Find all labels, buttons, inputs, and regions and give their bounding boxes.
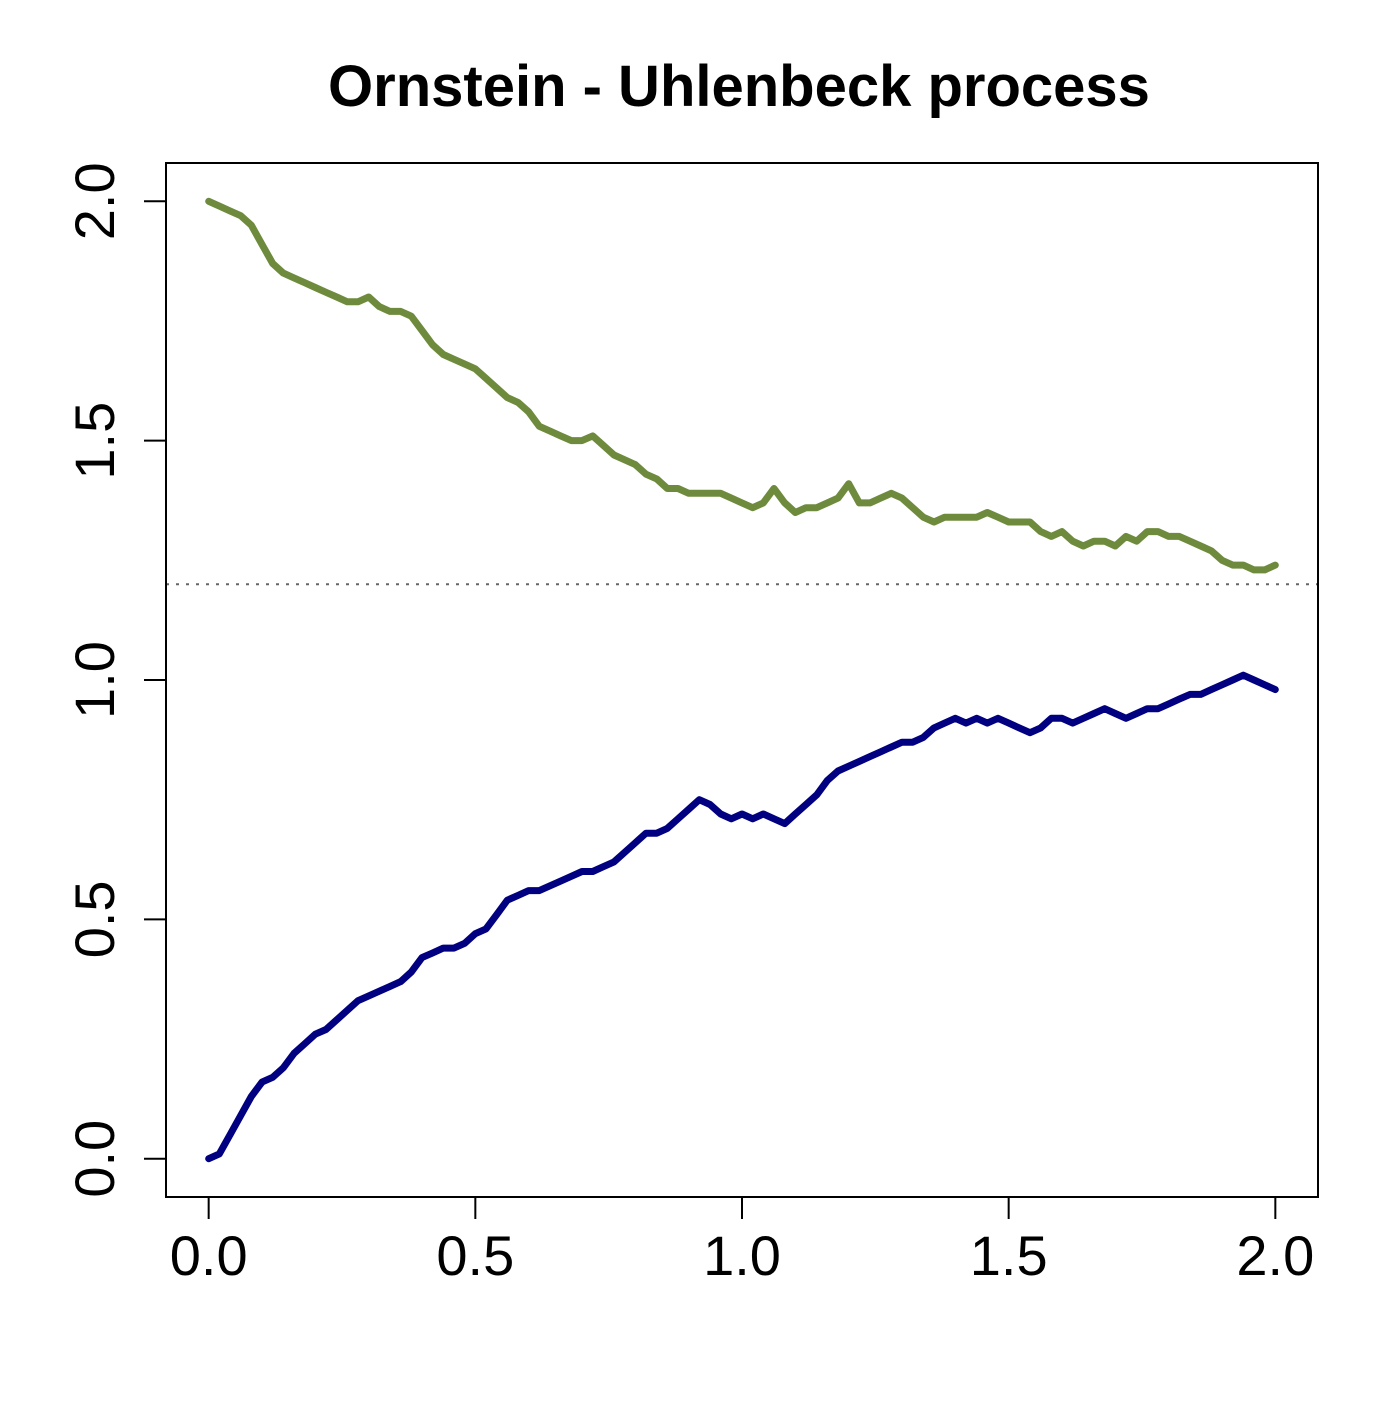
y-tick-label: 1.5 [63,402,126,480]
y-tick-label: 0.0 [63,1120,126,1198]
y-tick-label: 2.0 [63,162,126,240]
chart-title: Ornstein - Uhlenbeck process [328,54,1150,119]
y-tick-label: 0.5 [63,880,126,958]
axes: 0.0 0.5 1.0 1.5 2.0 0.0 0.5 1.0 1.5 2.0 [63,162,1319,1287]
x-tick-label: 1.5 [970,1224,1048,1287]
series-line-2 [205,671,1279,1163]
plot-area [166,197,1318,1163]
y-tick-label: 1.0 [63,641,126,719]
series-line-1 [205,197,1279,574]
x-tick-label: 0.5 [436,1224,514,1287]
x-tick-label: 2.0 [1236,1224,1314,1287]
x-tick-label: 1.0 [703,1224,781,1287]
x-tick-label: 0.0 [170,1224,248,1287]
plot-frame [165,162,1319,1198]
